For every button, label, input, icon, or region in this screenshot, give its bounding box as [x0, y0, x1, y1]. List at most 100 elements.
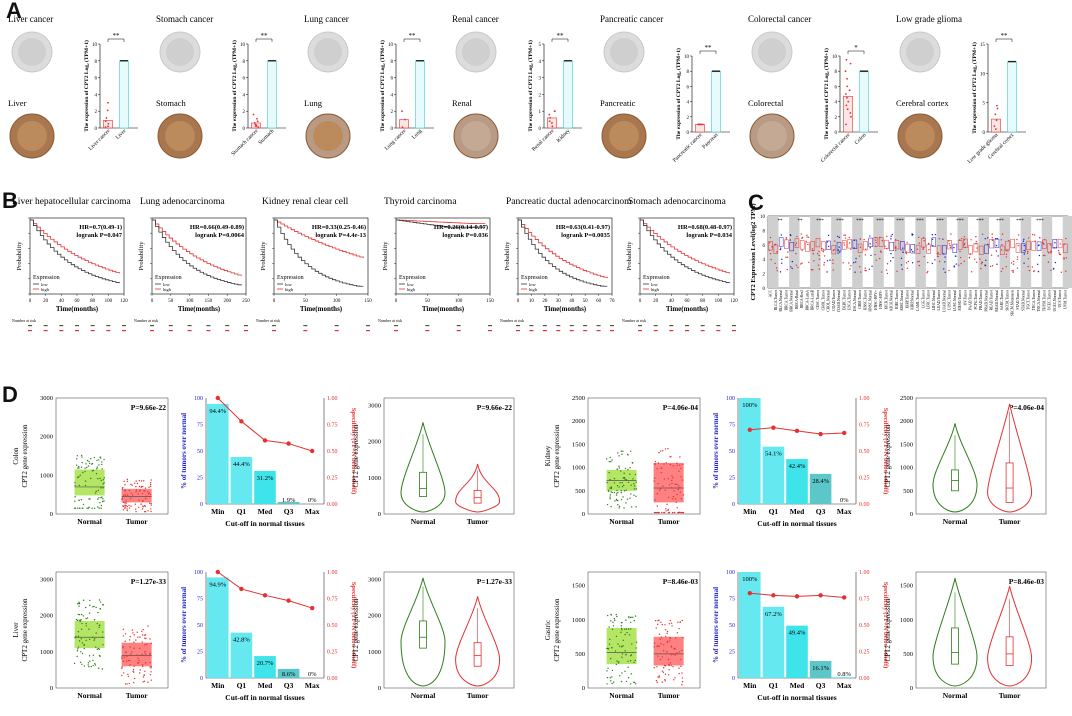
- c-point: [934, 259, 936, 261]
- km-x-tick-label: 40: [669, 299, 675, 304]
- c-point: [874, 253, 876, 256]
- cancer-point: [107, 122, 110, 125]
- km-legend-high: high: [41, 287, 50, 292]
- d-box-point: [654, 619, 657, 622]
- c-box: [921, 238, 926, 248]
- d-box-point: [135, 480, 137, 482]
- c-box: [942, 245, 947, 255]
- d-box-point: [149, 652, 151, 654]
- d-box-point: [123, 480, 125, 483]
- d-bar: [809, 473, 832, 504]
- c-point: [780, 234, 783, 236]
- d-box-x-label: Tumor: [658, 517, 680, 526]
- d-violin-box: [1005, 636, 1014, 666]
- c-box: [784, 239, 789, 249]
- c-point: [1065, 237, 1067, 240]
- c-box: [852, 239, 858, 249]
- c-x-label: PRAD.Normal: [984, 290, 988, 311]
- c-point: [955, 263, 957, 265]
- d-box-point: [74, 507, 77, 509]
- d-bar-label: 28.4%: [812, 478, 829, 485]
- d-box-point: [611, 676, 613, 678]
- d-p-value: P=9.66e-22: [131, 403, 167, 412]
- c-point: [960, 237, 963, 240]
- d-box-point: [150, 502, 152, 505]
- d-box-point: [144, 670, 146, 672]
- km-risk-count: [272, 330, 276, 332]
- d-box-point: [90, 458, 92, 460]
- c-point: [1036, 263, 1039, 266]
- c-box: [910, 244, 915, 254]
- c-point: [791, 260, 794, 263]
- c-point: [781, 262, 783, 264]
- c-point: [1031, 233, 1034, 236]
- d-bar-label: 8.6%: [282, 671, 296, 678]
- d-box-point: [150, 504, 152, 506]
- d-box-point: [77, 465, 80, 468]
- km-hr: HR=0.68(0.48-0.97): [678, 224, 732, 231]
- d-box-point: [672, 477, 674, 479]
- d-bar-y2-label: Specificity (1T+N below cutoff): [882, 582, 889, 669]
- c-point: [891, 233, 894, 236]
- km-x-tick-label: 100: [105, 299, 113, 304]
- y-tick-label: 5: [983, 102, 986, 107]
- d-bar-y-tick-label: 100: [726, 396, 735, 402]
- sig-bracket: [403, 38, 421, 42]
- normal-bar: [119, 60, 129, 129]
- d-box-point: [129, 646, 131, 648]
- d-box-point: [128, 489, 131, 492]
- c-point: [980, 263, 983, 265]
- d-box-point: [609, 497, 611, 500]
- d-box-point: [86, 507, 88, 509]
- d-box-point: [82, 599, 85, 601]
- d-box-point: [620, 627, 623, 630]
- km-risk-count: [596, 330, 601, 332]
- d-box-point: [91, 470, 93, 472]
- cancer-tissue-texture: [462, 38, 490, 66]
- d-box: [121, 488, 152, 503]
- d-box-point: [77, 467, 79, 469]
- d-bar-y-tick-label: 0: [732, 676, 735, 682]
- c-point: [832, 269, 834, 271]
- c-point: [900, 264, 903, 266]
- normal-point: [570, 59, 572, 62]
- d-box-point: [668, 623, 671, 625]
- x-category-label: Lung cancer: [384, 128, 408, 152]
- d-box-point: [121, 666, 123, 668]
- d-box-point: [617, 452, 619, 454]
- d-box-point: [133, 482, 136, 484]
- y-tick-label: 4: [95, 93, 98, 98]
- d-bar: [277, 668, 300, 678]
- c-x-label: LIHC.Tumor: [927, 289, 931, 309]
- c-point: [785, 238, 788, 240]
- d-box-point: [667, 448, 669, 450]
- d-box-point: [150, 679, 152, 681]
- normal-tissue-title: Renal: [452, 98, 472, 108]
- d-box-point: [616, 485, 619, 487]
- d-box-point: [123, 494, 125, 496]
- c-point: [807, 243, 809, 246]
- d-box-point: [128, 639, 131, 641]
- d-box-point: [610, 491, 612, 493]
- d-box-point: [142, 676, 145, 678]
- d-bar: [230, 632, 253, 678]
- cancer-point: [107, 125, 109, 128]
- d-bar-x-category: Min: [743, 507, 757, 516]
- c-x-label: GBM.Tumor: [858, 289, 862, 309]
- d-box-point: [620, 680, 623, 683]
- d-box-point: [620, 450, 623, 452]
- km-x-tick-label: 100: [455, 299, 463, 304]
- c-y-tick-label: 4: [763, 258, 766, 263]
- c-point: [811, 248, 814, 250]
- d-box-point: [76, 655, 78, 658]
- d-box-point: [135, 639, 137, 641]
- d-box-point: [135, 510, 137, 513]
- c-point: [836, 235, 839, 238]
- d-box-point: [103, 477, 106, 479]
- c-point: [823, 248, 825, 251]
- c-point: [827, 234, 830, 237]
- c-point: [938, 260, 941, 263]
- km-risk-count: [700, 330, 705, 332]
- sig-mark: **: [705, 44, 713, 52]
